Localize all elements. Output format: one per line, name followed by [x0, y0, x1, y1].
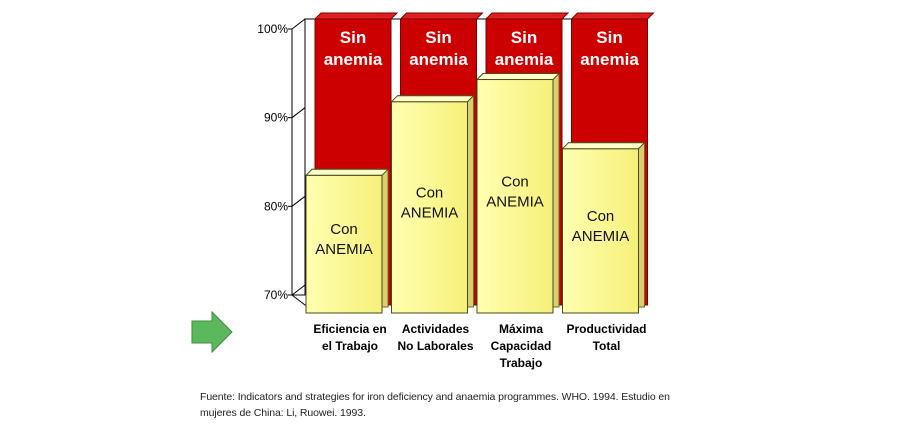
bar-label-con-anemia: ANEMIA: [486, 193, 544, 210]
right-arrow-icon: [191, 310, 233, 354]
bar-label-sin-anemia: anemia: [324, 50, 383, 69]
bar-con-anemia: [476, 79, 554, 314]
bar-label-con-anemia: Con: [501, 173, 529, 190]
bar-sin-anemia-top: [399, 12, 484, 20]
category-label: Productividad: [566, 322, 646, 336]
category-label: Total: [593, 339, 621, 353]
bar-con-anemia-top: [390, 95, 475, 103]
bar-con-anemia-top: [475, 73, 561, 81]
bar-label-sin-anemia: anemia: [495, 50, 554, 69]
y-tick-depth: [291, 195, 306, 207]
bar-label-sin-anemia: Sin: [596, 28, 622, 47]
y-tick-label: 100%: [257, 22, 288, 36]
category-label: No Laborales: [397, 339, 473, 353]
y-tick-label: 70%: [264, 288, 288, 302]
y-tick-label: 80%: [264, 199, 288, 213]
y-tick-depth: [291, 284, 306, 296]
bar-sin-anemia-top: [570, 12, 655, 20]
bar-label-con-anemia: ANEMIA: [401, 204, 459, 221]
category-label: Trabajo: [500, 356, 543, 370]
bar-con-anemia-top: [561, 142, 646, 150]
source-note: Fuente: Indicators and strategies for ir…: [200, 391, 670, 419]
y-tick-depth: [291, 107, 306, 119]
bar-con-anemia: [391, 101, 468, 314]
category-label: el Trabajo: [322, 339, 378, 353]
bar-label-con-anemia: ANEMIA: [572, 228, 630, 245]
bar-con-anemia: [305, 174, 383, 314]
bar-label-sin-anemia: Sin: [511, 28, 537, 47]
bar-label-con-anemia: Con: [330, 221, 358, 238]
bar-label-sin-anemia: Sin: [425, 28, 451, 47]
y-tick-label: 90%: [264, 111, 288, 125]
bar-label-con-anemia: ANEMIA: [315, 241, 373, 258]
category-label: Eficiencia en: [313, 322, 386, 336]
category-label: Máxima: [499, 322, 543, 336]
bar-sin-anemia-top: [313, 12, 399, 20]
bar-chart: Sin anemia Con ANEMIA Sin anemia Con ANEMIA Sin a…: [257, 12, 655, 370]
category-label: Capacidad: [491, 339, 552, 353]
bar-label-con-anemia: Con: [416, 184, 444, 201]
bar-label-con-anemia: Con: [587, 208, 615, 225]
category-label: Actividades: [402, 322, 470, 336]
bar-label-sin-anemia: anemia: [409, 50, 468, 69]
bar-label-sin-anemia: Sin: [340, 28, 366, 47]
bar-con-anemia-top: [304, 168, 390, 176]
y-tick-depth: [291, 18, 306, 30]
bar-con-anemia: [562, 148, 639, 314]
bar-label-sin-anemia: anemia: [580, 50, 639, 69]
bar-sin-anemia-top: [484, 12, 570, 20]
